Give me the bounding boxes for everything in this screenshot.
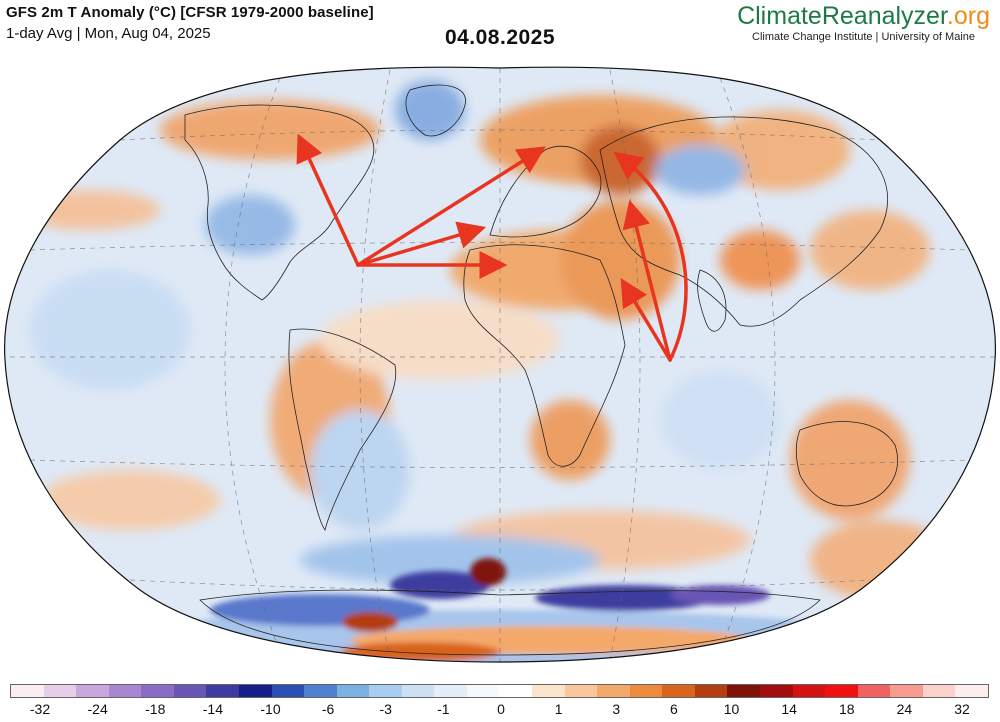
colorbar-segment xyxy=(271,685,305,697)
colorbar-tick-label: -3 xyxy=(379,701,392,717)
colorbar-segment xyxy=(890,685,923,697)
brand-logo: ClimateReanalyzer.org xyxy=(737,2,990,30)
map-title: GFS 2m T Anomaly (°C) [CFSR 1979-2000 ba… xyxy=(6,4,374,21)
colorbar-tick-label: 10 xyxy=(723,701,740,717)
colorbar-tick-label: 18 xyxy=(838,701,855,717)
colorbar-tick-label: -6 xyxy=(321,701,335,717)
colorbar-segment xyxy=(564,685,598,697)
colorbar-segment xyxy=(336,685,370,697)
colorbar-segment xyxy=(792,685,826,697)
arrow-to-arabia xyxy=(620,278,672,362)
colorbar-segment xyxy=(369,685,402,697)
colorbar-ticks: -32 -24 -18 -14 -10 -6 -3 -1 0 1 3 6 10 14 18 24 32 xyxy=(0,701,1000,721)
colorbar-segment xyxy=(173,685,207,697)
globe-outline xyxy=(3,66,997,663)
colorbar-segment xyxy=(141,685,174,697)
colorbar-tick-label: -24 xyxy=(87,701,108,717)
colorbar-segment xyxy=(238,685,272,697)
colorbar-tick-label: 32 xyxy=(954,701,970,717)
colorbar-segment xyxy=(629,685,663,697)
colorbar-segment xyxy=(955,685,988,697)
brand-logo-part3: .org xyxy=(946,2,990,30)
colorbar-tick-label: 6 xyxy=(669,701,678,717)
colorbar-segment xyxy=(662,685,695,697)
colorbar-segment xyxy=(304,685,337,697)
arrow-to-iberia xyxy=(356,221,487,267)
colorbar xyxy=(10,684,989,698)
colorbar-tick-label: -1 xyxy=(437,701,450,717)
colorbar-segment xyxy=(597,685,630,697)
brand-logo-part2: Reanalyzer xyxy=(821,2,947,30)
anomaly-field xyxy=(4,67,996,662)
colorbar-segment xyxy=(857,685,891,697)
brand-logo-part1: Climate xyxy=(737,2,822,30)
colorbar-tick-label: -10 xyxy=(260,701,281,717)
colorbar-segment xyxy=(759,685,793,697)
colorbar-segment xyxy=(43,685,77,697)
world-anomaly-map xyxy=(3,66,997,663)
arrow-to-north-america xyxy=(296,133,360,267)
colorbar-tick-label: 3 xyxy=(612,701,621,717)
brand-tagline: Climate Change Institute | University of… xyxy=(752,31,976,43)
colorbar-segment xyxy=(108,685,142,697)
colorbar-tick-label: 1 xyxy=(554,701,563,717)
colorbar-segment xyxy=(532,685,565,697)
colorbar-tick-label: -18 xyxy=(145,701,166,717)
colorbar-segment xyxy=(922,685,956,697)
colorbar-segment xyxy=(466,685,500,697)
arrow-to-scandinavia xyxy=(356,146,546,267)
colorbar-segment xyxy=(499,685,532,697)
colorbar-segment xyxy=(401,685,435,697)
colorbar-segment xyxy=(434,685,467,697)
colorbar-segment xyxy=(76,685,109,697)
colorbar-tick-label: -14 xyxy=(202,701,223,717)
annotation-arrows xyxy=(296,133,688,362)
arrow-to-caspian xyxy=(622,199,672,362)
colorbar-tick-label: 14 xyxy=(781,701,797,717)
colorbar-segment xyxy=(206,685,239,697)
colorbar-segment xyxy=(727,685,760,697)
brand-block: ClimateReanalyzer.org Climate Change Ins… xyxy=(737,2,990,43)
arrow-to-russia xyxy=(613,151,688,362)
colorbar-segment xyxy=(825,685,858,697)
coastlines xyxy=(184,84,898,656)
graticule xyxy=(4,68,996,662)
colorbar-tick-label: -32 xyxy=(29,701,51,717)
colorbar-tick-label: 0 xyxy=(497,701,505,717)
colorbar-segment xyxy=(694,685,728,697)
colorbar-tick-label: 24 xyxy=(896,701,913,717)
colorbar-segment xyxy=(11,685,44,697)
date-stamp: 04.08.2025 xyxy=(444,26,556,49)
map-subtitle: 1-day Avg | Mon, Aug 04, 2025 xyxy=(6,25,211,42)
